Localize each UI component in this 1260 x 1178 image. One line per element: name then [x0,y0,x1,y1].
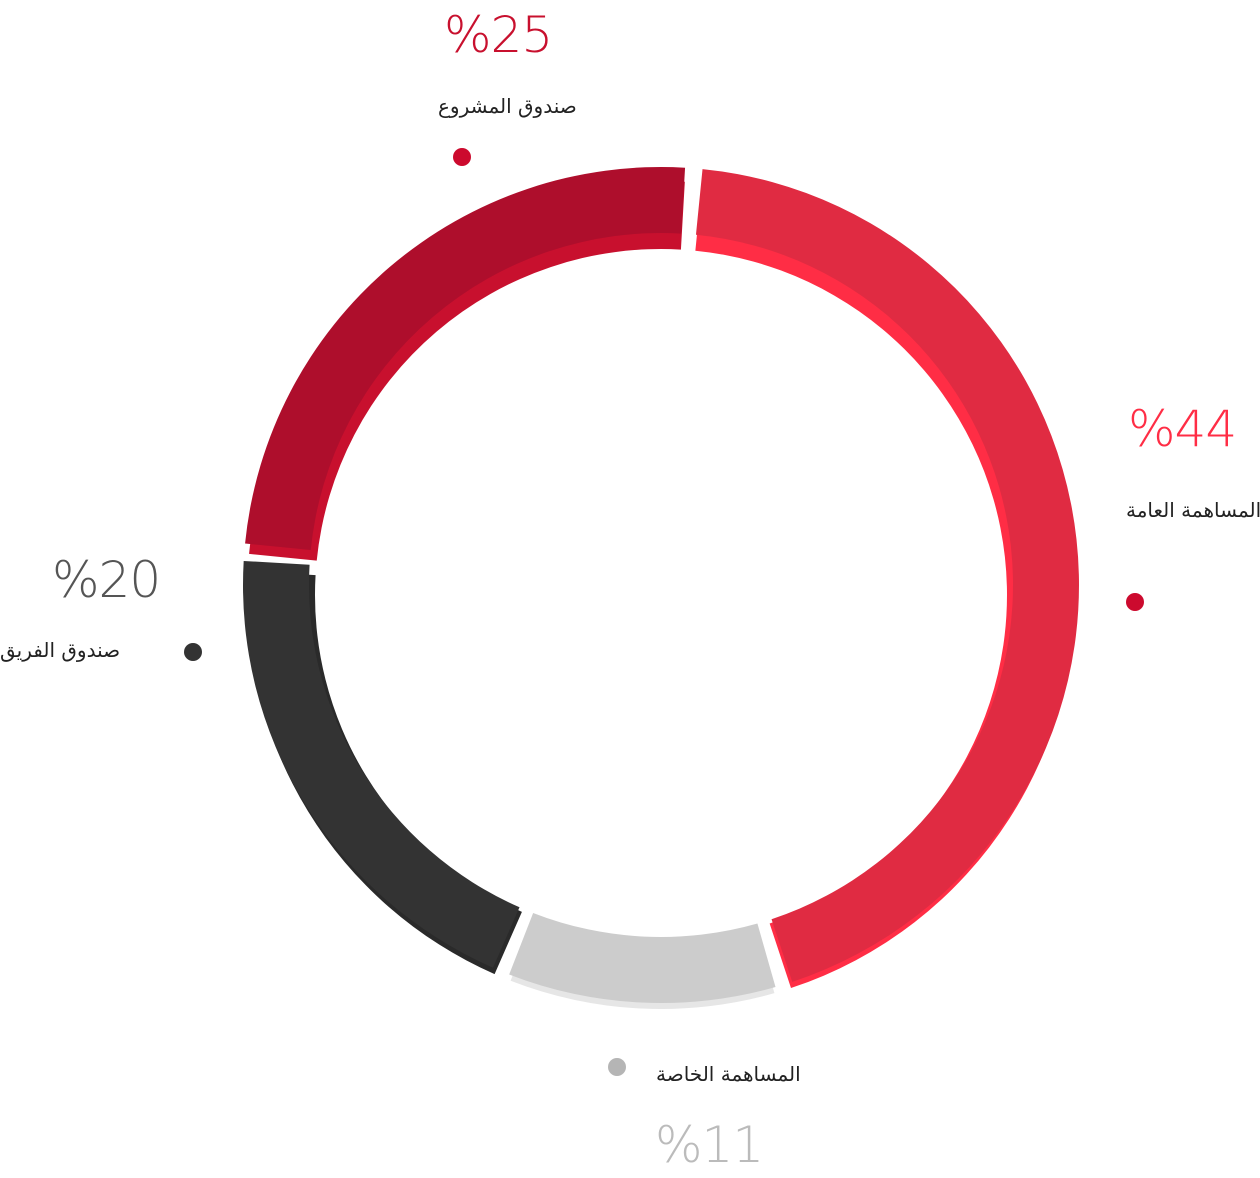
slice-team [242,560,520,968]
slice-label-team: صندوق الفريق [0,638,121,662]
slice-public [695,169,1079,982]
slice-label-project: صندوق المشروع [438,94,577,118]
legend-dot-project [453,148,471,166]
slice-project [245,166,686,551]
legend-dot-public [1126,593,1144,611]
slice-label-public: المساهمة العامة [1126,498,1260,522]
slice-private [509,912,776,1004]
slice-percent-public: %44 [1128,400,1237,458]
slice-percent-project: %25 [444,6,553,64]
slice-label-private: المساهمة الخاصة [656,1062,801,1086]
slice-percent-team: %20 [52,551,161,609]
slice-percent-private: %11 [655,1116,764,1174]
legend-dot-private [608,1058,626,1076]
legend-dot-team [184,643,202,661]
